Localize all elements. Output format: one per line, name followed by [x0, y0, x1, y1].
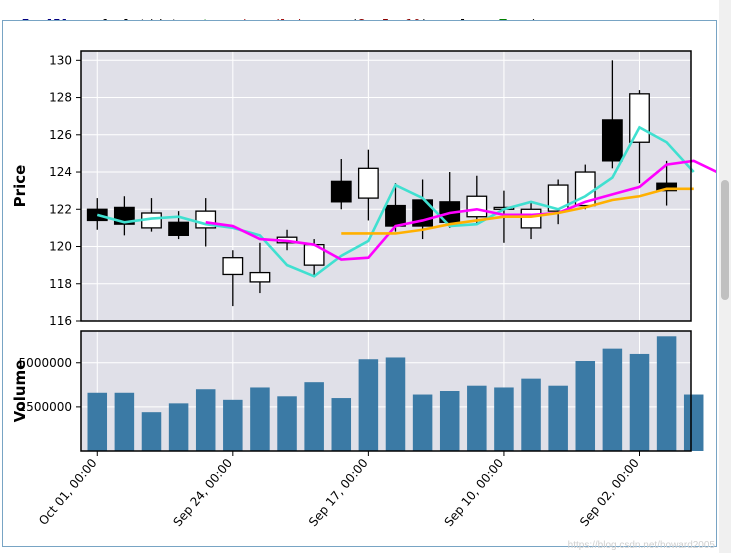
candle-body	[359, 168, 379, 198]
volume-bar	[88, 393, 108, 451]
volume-bar	[630, 354, 650, 451]
candle-body	[250, 273, 270, 282]
scrollbar-thumb[interactable]	[721, 180, 729, 300]
volume-bar	[169, 403, 189, 451]
xtick-label: Sep 17, 00:00	[306, 456, 371, 529]
volume-bar	[413, 395, 433, 451]
candle-body	[88, 209, 108, 220]
xtick-label: Sep 24, 00:00	[170, 456, 235, 529]
volume-bar	[277, 396, 297, 451]
volume-bar	[223, 400, 243, 451]
candle-body	[630, 94, 650, 142]
price-axis-label: Price	[11, 165, 29, 208]
candle-body	[603, 120, 623, 161]
volume-bar	[142, 412, 162, 451]
svg-text:116: 116	[49, 314, 72, 328]
volume-bar	[386, 357, 406, 451]
volume-bar	[440, 391, 460, 451]
volume-bar	[196, 389, 216, 451]
volume-bar	[467, 386, 487, 451]
xtick-label: Oct 01, 00:00	[36, 456, 99, 528]
candle-body	[169, 222, 189, 235]
chart-svg: 11611812012212412612813025000005000000Oc…	[3, 21, 716, 546]
xtick-label: Sep 02, 00:00	[577, 456, 642, 529]
volume-bar	[684, 395, 704, 451]
volume-bar	[657, 336, 677, 451]
candle-body	[521, 209, 541, 228]
candle-body	[467, 196, 487, 216]
candle-body	[223, 258, 243, 275]
svg-text:120: 120	[49, 240, 72, 254]
svg-text:124: 124	[49, 165, 72, 179]
xtick-label: Sep 10, 00:00	[442, 456, 507, 529]
svg-text:130: 130	[49, 53, 72, 67]
volume-bar	[603, 349, 623, 451]
volume-bar	[359, 359, 379, 451]
volume-bar	[521, 379, 541, 451]
volume-bar	[115, 393, 135, 451]
svg-text:126: 126	[49, 128, 72, 142]
svg-text:128: 128	[49, 91, 72, 105]
volume-bar	[250, 387, 270, 451]
svg-text:118: 118	[49, 277, 72, 291]
volume-axis-label: Volume	[11, 360, 29, 423]
volume-bar	[494, 387, 514, 451]
volume-bar	[332, 398, 352, 451]
candle-body	[332, 181, 352, 201]
scrollbar-gutter	[719, 0, 731, 553]
volume-bar	[304, 382, 324, 451]
svg-text:122: 122	[49, 202, 72, 216]
watermark: https://blog.csdn.net/howard2005	[568, 540, 715, 551]
volume-bar	[548, 386, 568, 451]
figure-frame: 11611812012212412612813025000005000000Oc…	[2, 20, 717, 547]
candle-body	[386, 206, 406, 226]
volume-bar	[576, 361, 596, 451]
